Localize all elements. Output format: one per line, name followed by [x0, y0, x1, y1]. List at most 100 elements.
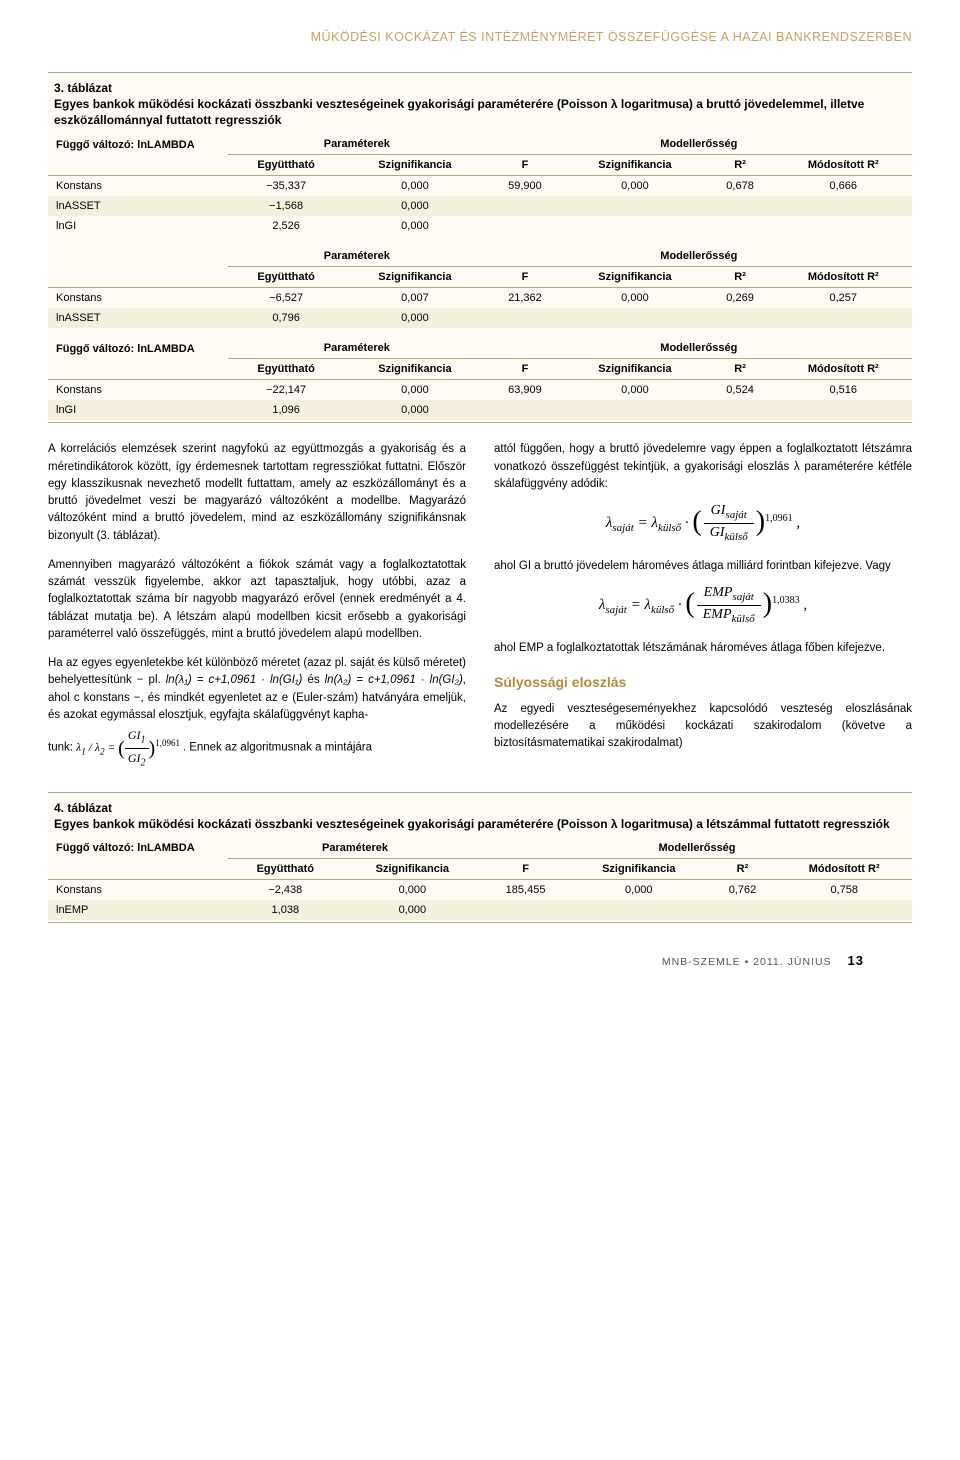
col: Módosított R²	[776, 859, 912, 880]
para: attól függően, hogy a bruttó jövedelemre…	[494, 441, 912, 493]
table4-caption: Egyes bankok működési kockázati összbank…	[48, 816, 912, 838]
para: tunk: λ1 / λ2 = (GI1GI2)1,0961 . Ennek a…	[48, 726, 466, 770]
footer: MNB-SZEMLE • 2011. JÚNIUS 13	[48, 953, 912, 968]
t4-model-head: Modellerősség	[482, 838, 912, 859]
cell: 0,758	[776, 880, 912, 901]
cell: 0,000	[564, 176, 705, 197]
footer-pubinfo: MNB-SZEMLE • 2011. JÚNIUS	[662, 956, 832, 968]
formula-gi: λsaját = λkülső · (GIsajátGIkülső)1,0961…	[494, 503, 912, 544]
row-name: lnGI	[48, 400, 228, 420]
cell: 0,516	[775, 380, 913, 401]
cell: 0,524	[706, 380, 775, 401]
cell: 0,000	[564, 288, 705, 309]
col: Együttható	[228, 359, 344, 380]
cell: 2,526	[228, 216, 344, 236]
t3a-param-head: Paraméterek	[228, 134, 486, 155]
para: A korrelációs elemzések szerint nagyfokú…	[48, 441, 466, 545]
t3c-param-head: Paraméterek	[228, 338, 486, 359]
table4-title: 4. táblázat	[48, 797, 912, 816]
cell: −35,337	[228, 176, 344, 197]
col: Szignifikancia	[564, 267, 705, 288]
col: Együttható	[228, 155, 344, 176]
cell: 0,000	[564, 380, 705, 401]
cell: 0,000	[344, 216, 485, 236]
cell: 0,007	[344, 288, 485, 309]
col: F	[486, 359, 565, 380]
t3b-param-head: Paraméterek	[228, 246, 486, 267]
cell: −22,147	[228, 380, 344, 401]
cell: 185,455	[482, 880, 569, 901]
cell: 0,000	[344, 196, 485, 216]
cell: 0,269	[706, 288, 775, 309]
t3c-model-head: Modellerősség	[486, 338, 912, 359]
col: F	[486, 155, 565, 176]
col: R²	[709, 859, 777, 880]
col: F	[482, 859, 569, 880]
para: ahol EMP a foglalkoztatottak létszámának…	[494, 640, 912, 657]
row-name: lnASSET	[48, 308, 228, 328]
col: Szignifikancia	[564, 359, 705, 380]
row-name: lnASSET	[48, 196, 228, 216]
t3b-model-head: Modellerősség	[486, 246, 912, 267]
section-head: Súlyossági eloszlás	[494, 672, 912, 693]
col: Szignifikancia	[343, 859, 482, 880]
col: Szignifikancia	[569, 859, 708, 880]
cell: 21,362	[486, 288, 565, 309]
t3a-model-head: Modellerősség	[486, 134, 912, 155]
cell: 0,666	[775, 176, 913, 197]
cell: 0,678	[706, 176, 775, 197]
inline-formula: ln(λ₂) = c+1,0961 · ln(GI₂)	[325, 674, 463, 686]
cell: −2,438	[228, 880, 343, 901]
col: Módosított R²	[775, 359, 913, 380]
col: Módosított R²	[775, 155, 913, 176]
col: R²	[706, 155, 775, 176]
cell: 0,000	[344, 176, 485, 197]
col: Szignifikancia	[344, 155, 485, 176]
formula-emp: λsaját = λkülső · (EMPsajátEMPkülső)1,03…	[494, 585, 912, 626]
cell: 0,000	[344, 308, 485, 328]
inline-formula-ratio: λ1 / λ2 = (GI1GI2)1,0961	[76, 742, 183, 754]
para: Az egyedi veszteségeseményekhez kapcsoló…	[494, 701, 912, 753]
cell: 1,038	[228, 900, 343, 920]
col: Szignifikancia	[564, 155, 705, 176]
inline-formula: ln(λ₁) = c+1,0961 · ln(GI₁)	[166, 674, 303, 686]
cell: 0,000	[343, 880, 482, 901]
table3a: Függő változó: lnLAMBDA Paraméterek Mode…	[48, 134, 912, 236]
cell: 0,257	[775, 288, 913, 309]
t4-dep: Függő változó: lnLAMBDA	[48, 838, 228, 859]
cell: 0,000	[344, 400, 485, 420]
text: és	[302, 674, 324, 686]
row-name: Konstans	[48, 176, 228, 197]
cell: −6,527	[228, 288, 344, 309]
text: tunk:	[48, 742, 76, 754]
row-name: Konstans	[48, 288, 228, 309]
para: Amennyiben magyarázó változóként a fióko…	[48, 557, 466, 643]
col: R²	[706, 267, 775, 288]
cell: 0,796	[228, 308, 344, 328]
row-name: Konstans	[48, 380, 228, 401]
left-column: A korrelációs elemzések szerint nagyfokú…	[48, 441, 466, 770]
para: Ha az egyes egyenletekbe két különböző m…	[48, 655, 466, 724]
cell: 1,096	[228, 400, 344, 420]
t4-param-head: Paraméterek	[228, 838, 482, 859]
table3b: Paraméterek Modellerősség Együttható Szi…	[48, 246, 912, 328]
row-name: Konstans	[48, 880, 228, 901]
col: Együttható	[228, 267, 344, 288]
cell: 59,900	[486, 176, 565, 197]
t3a-dep: Függő változó: lnLAMBDA	[48, 134, 228, 155]
col: Együttható	[228, 859, 343, 880]
running-head: MŰKÖDÉSI KOCKÁZAT ÉS INTÉZMÉNYMÉRET ÖSSZ…	[48, 30, 912, 44]
cell: 63,909	[486, 380, 565, 401]
table3-caption: Egyes bankok működési kockázati összbank…	[48, 96, 912, 134]
footer-pagenum: 13	[848, 953, 864, 968]
table4-block: 4. táblázat Egyes bankok működési kockáz…	[48, 792, 912, 923]
table3c: Függő változó: lnLAMBDA Paraméterek Mode…	[48, 338, 912, 420]
cell: 0,762	[709, 880, 777, 901]
cell: 0,000	[569, 880, 708, 901]
col: Módosított R²	[775, 267, 913, 288]
col: R²	[706, 359, 775, 380]
table4: Függő változó: lnLAMBDA Paraméterek Mode…	[48, 838, 912, 920]
t3c-dep: Függő változó: lnLAMBDA	[48, 338, 228, 359]
cell: 0,000	[343, 900, 482, 920]
right-column: attól függően, hogy a bruttó jövedelemre…	[494, 441, 912, 770]
